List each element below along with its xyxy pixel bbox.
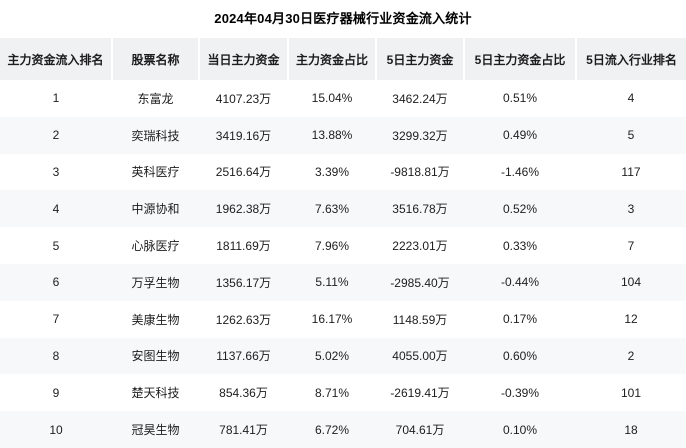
fund-flow-table: 主力资金流入排名 股票名称 当日主力资金 主力资金占比 5日主力资金 5日主力资金占比 5日… (0, 38, 686, 448)
cell-5day-industry-rank: 18 (624, 422, 638, 437)
cell-5day-industry-rank: 4 (627, 91, 635, 106)
cell-5day-main-fund: 1148.59万 (392, 312, 448, 327)
table-body: 1 东富龙 4107.23万 15.04% 3462.24万 0.51% 4 2… (0, 80, 686, 448)
cell-5day-main-fund: -9818.81万 (390, 165, 450, 180)
cell-stock-name: 心脉医疗 (131, 239, 180, 254)
cell-stock-name: 美康生物 (131, 312, 180, 327)
cell-rank: 4 (52, 201, 60, 216)
cell-stock-name: 东富龙 (137, 91, 174, 106)
table-row: 4 中源协和 1962.38万 7.63% 3516.78万 0.52% 3 (0, 190, 686, 228)
cell-today-main-fund: 1137.66万 (216, 349, 271, 364)
cell-rank: 5 (52, 238, 60, 253)
cell-5day-main-fund: 704.61万 (395, 423, 445, 438)
cell-5day-industry-rank: 3 (627, 201, 635, 216)
cell-5day-main-fund: 3516.78万 (392, 202, 448, 217)
cell-main-fund-ratio: 5.02% (314, 348, 350, 363)
column-header: 5日主力资金 (375, 38, 464, 80)
cell-5day-fund-ratio: 0.33% (502, 238, 538, 253)
cell-stock-name: 奕瑞科技 (131, 128, 180, 143)
cell-today-main-fund: 1356.17万 (215, 275, 272, 290)
cell-stock-name: 万孚生物 (131, 275, 180, 290)
column-header: 当日主力资金 (198, 38, 288, 80)
cell-rank: 7 (52, 312, 60, 327)
cell-5day-main-fund: 3299.32万 (392, 128, 448, 143)
cell-today-main-fund: 2516.64万 (215, 165, 272, 180)
cell-stock-name: 楚天科技 (131, 386, 180, 401)
cell-5day-industry-rank: 12 (624, 312, 638, 327)
cell-5day-fund-ratio: 0.60% (502, 348, 538, 363)
cell-5day-industry-rank: 117 (621, 164, 641, 179)
table-row: 5 心脉医疗 1811.69万 7.96% 2223.01万 0.33% 7 (0, 227, 686, 264)
cell-5day-fund-ratio: 0.17% (502, 312, 538, 327)
cell-today-main-fund: 3419.16万 (215, 128, 272, 143)
cell-today-main-fund: 1262.63万 (215, 312, 272, 327)
table-row: 9 楚天科技 854.36万 8.71% -2619.41万 -0.39% 10… (0, 374, 686, 412)
cell-rank: 1 (52, 91, 60, 106)
column-header: 主力资金占比 (287, 38, 376, 80)
page-title: 2024年04月30日医疗器械行业资金流入统计 (214, 11, 472, 26)
cell-5day-main-fund: -2985.40万 (390, 275, 450, 290)
table-row: 10 冠昊生物 781.41万 6.72% 704.61万 0.10% 18 (0, 411, 686, 448)
cell-main-fund-ratio: 6.72% (314, 422, 350, 437)
cell-today-main-fund: 781.41万 (219, 423, 268, 438)
cell-5day-industry-rank: 2 (627, 348, 635, 363)
cell-5day-industry-rank: 7 (627, 238, 635, 253)
cell-rank: 9 (52, 385, 60, 400)
table-header-row: 主力资金流入排名 股票名称 当日主力资金 主力资金占比 5日主力资金 5日主力资金占比 5日… (0, 38, 686, 80)
cell-today-main-fund: 4107.23万 (215, 91, 272, 106)
column-header: 股票名称 (111, 38, 199, 80)
cell-main-fund-ratio: 3.39% (314, 164, 350, 179)
table-row: 2 奕瑞科技 3419.16万 13.88% 3299.32万 0.49% 5 (0, 116, 686, 154)
cell-rank: 8 (52, 348, 60, 363)
cell-main-fund-ratio: 15.04% (311, 91, 353, 106)
cell-rank: 6 (52, 275, 60, 290)
table-row: 3 英科医疗 2516.64万 3.39% -9818.81万 -1.46% 1… (0, 153, 686, 191)
cell-5day-industry-rank: 104 (620, 275, 642, 290)
table-row: 7 美康生物 1262.63万 16.17% 1148.59万 0.17% 12 (0, 300, 686, 338)
cell-5day-industry-rank: 101 (620, 385, 642, 400)
column-header: 5日流入行业排名 (575, 38, 686, 80)
cell-stock-name: 冠昊生物 (131, 423, 180, 438)
cell-5day-main-fund: 3462.24万 (392, 91, 448, 106)
cell-5day-fund-ratio: -0.39% (500, 385, 540, 400)
cell-main-fund-ratio: 7.63% (314, 201, 350, 216)
cell-5day-industry-rank: 5 (627, 128, 635, 143)
cell-main-fund-ratio: 7.96% (314, 238, 350, 253)
cell-main-fund-ratio: 13.88% (311, 128, 353, 143)
cell-stock-name: 英科医疗 (131, 165, 180, 180)
cell-rank: 3 (52, 164, 60, 179)
cell-5day-fund-ratio: 0.52% (502, 201, 538, 216)
cell-5day-main-fund: -2619.41万 (390, 386, 450, 401)
table-row: 8 安图生物 1137.66万 5.02% 4055.00万 0.60% 2 (0, 337, 686, 375)
column-header: 主力资金流入排名 (0, 38, 112, 80)
table-row: 1 东富龙 4107.23万 15.04% 3462.24万 0.51% 4 (0, 80, 686, 117)
cell-rank: 2 (52, 128, 60, 143)
cell-5day-fund-ratio: 0.10% (502, 422, 538, 437)
cell-5day-fund-ratio: 0.51% (502, 91, 538, 106)
cell-stock-name: 安图生物 (131, 349, 180, 364)
cell-5day-main-fund: 4055.00万 (392, 349, 448, 364)
cell-main-fund-ratio: 8.71% (314, 385, 350, 400)
cell-today-main-fund: 1962.38万 (215, 202, 272, 217)
column-header: 5日主力资金占比 (463, 38, 576, 80)
cell-main-fund-ratio: 16.17% (311, 312, 353, 327)
cell-5day-fund-ratio: 0.49% (502, 128, 538, 143)
cell-5day-fund-ratio: -1.46% (500, 164, 540, 179)
table-row: 6 万孚生物 1356.17万 5.11% -2985.40万 -0.44% 1… (0, 263, 686, 301)
cell-main-fund-ratio: 5.11% (315, 275, 349, 290)
cell-5day-fund-ratio: -0.44% (500, 275, 540, 290)
cell-stock-name: 中源协和 (131, 202, 180, 217)
cell-rank: 10 (49, 422, 63, 437)
cell-today-main-fund: 1811.69万 (216, 239, 271, 254)
cell-today-main-fund: 854.36万 (219, 386, 268, 401)
cell-5day-main-fund: 2223.01万 (392, 239, 448, 254)
